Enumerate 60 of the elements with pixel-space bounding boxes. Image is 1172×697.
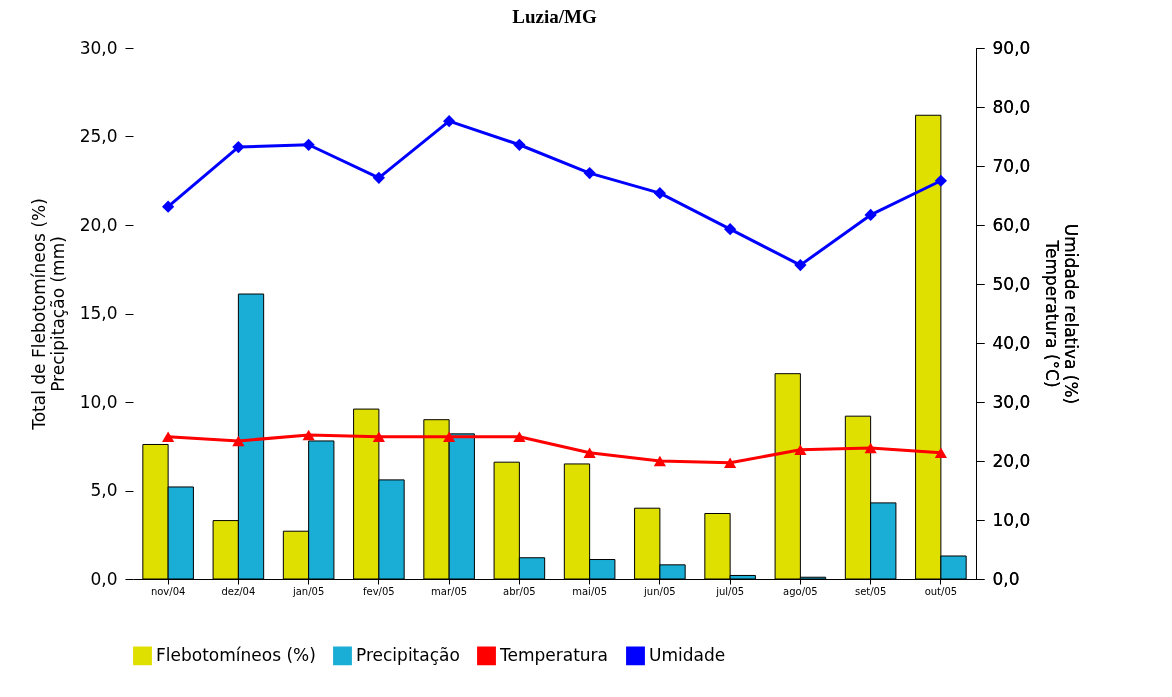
point (513, 431, 526, 443)
y2-tick-label: 40,0 (992, 332, 1031, 353)
point (653, 455, 666, 467)
y-tick-label: 20,0 (79, 214, 118, 235)
point (372, 171, 385, 184)
x-tick-label: out/05 (924, 585, 958, 597)
x-tick-label: set/05 (854, 585, 887, 597)
x-tick-label: fev/05 (363, 585, 395, 597)
y2-tick-label: 10,0 (992, 509, 1031, 530)
point (443, 115, 456, 128)
x-tick-label: ago/05 (783, 585, 818, 597)
point (583, 166, 596, 180)
legend-label: Temperatura (499, 644, 609, 665)
y2-axis-title: Umidade relativa (%) Temperatura (°C) (1042, 223, 1082, 405)
x-tick-label: jan/05 (291, 585, 325, 597)
y-tick-label: 0,0 (90, 568, 118, 589)
y-tick-label: 15,0 (79, 303, 118, 323)
point (934, 174, 947, 187)
y2-tick-label: 50,0 (992, 273, 1031, 294)
y2-tick-label: 70,0 (992, 155, 1031, 176)
point (232, 141, 245, 154)
y-tick-label: 5,0 (90, 480, 118, 500)
legend-label: Precipitação (356, 644, 460, 665)
y-tick-label: 25,0 (79, 126, 118, 146)
x-tick-label: nov/04 (150, 585, 186, 597)
y2-tick-label: 30,0 (992, 391, 1031, 412)
point (653, 187, 666, 200)
x-tick-label: mai/05 (572, 585, 607, 597)
y2-tick-label: 0,0 (992, 568, 1020, 589)
legend-label: Flebotomíneos (%) (156, 644, 316, 665)
x-tick-label: jun/05 (643, 585, 676, 597)
point (443, 431, 456, 443)
y-axis-title: Total de Flebotomíneos (%) Precipitação (mm) (28, 198, 68, 431)
point (794, 259, 807, 272)
x-tick-label: mar/05 (431, 585, 468, 597)
y2-tick-label: 80,0 (992, 96, 1031, 117)
x-tick-label: abr/05 (503, 585, 536, 597)
chart-title: Luzia/MG (512, 6, 597, 27)
point (232, 435, 245, 447)
x-tick-label: dez/04 (221, 585, 256, 597)
point (864, 442, 877, 454)
legend-label: Umidade (649, 644, 726, 665)
point (302, 138, 315, 151)
x-tick-label: jul/05 (715, 585, 745, 597)
point (724, 223, 737, 236)
point (162, 200, 175, 213)
y2-tick-label: 20,0 (992, 450, 1031, 471)
point (864, 208, 877, 222)
point (372, 431, 385, 443)
point (162, 431, 175, 443)
point (302, 429, 315, 441)
y-tick-label: 10,0 (79, 391, 118, 412)
point (513, 138, 526, 151)
point (724, 457, 737, 469)
y2-tick-label: 60,0 (992, 214, 1031, 235)
y-tick-label: 30,0 (79, 37, 118, 58)
point (794, 444, 807, 456)
y2-tick-label: 90,0 (992, 37, 1031, 58)
point (583, 447, 596, 459)
point (934, 447, 947, 459)
